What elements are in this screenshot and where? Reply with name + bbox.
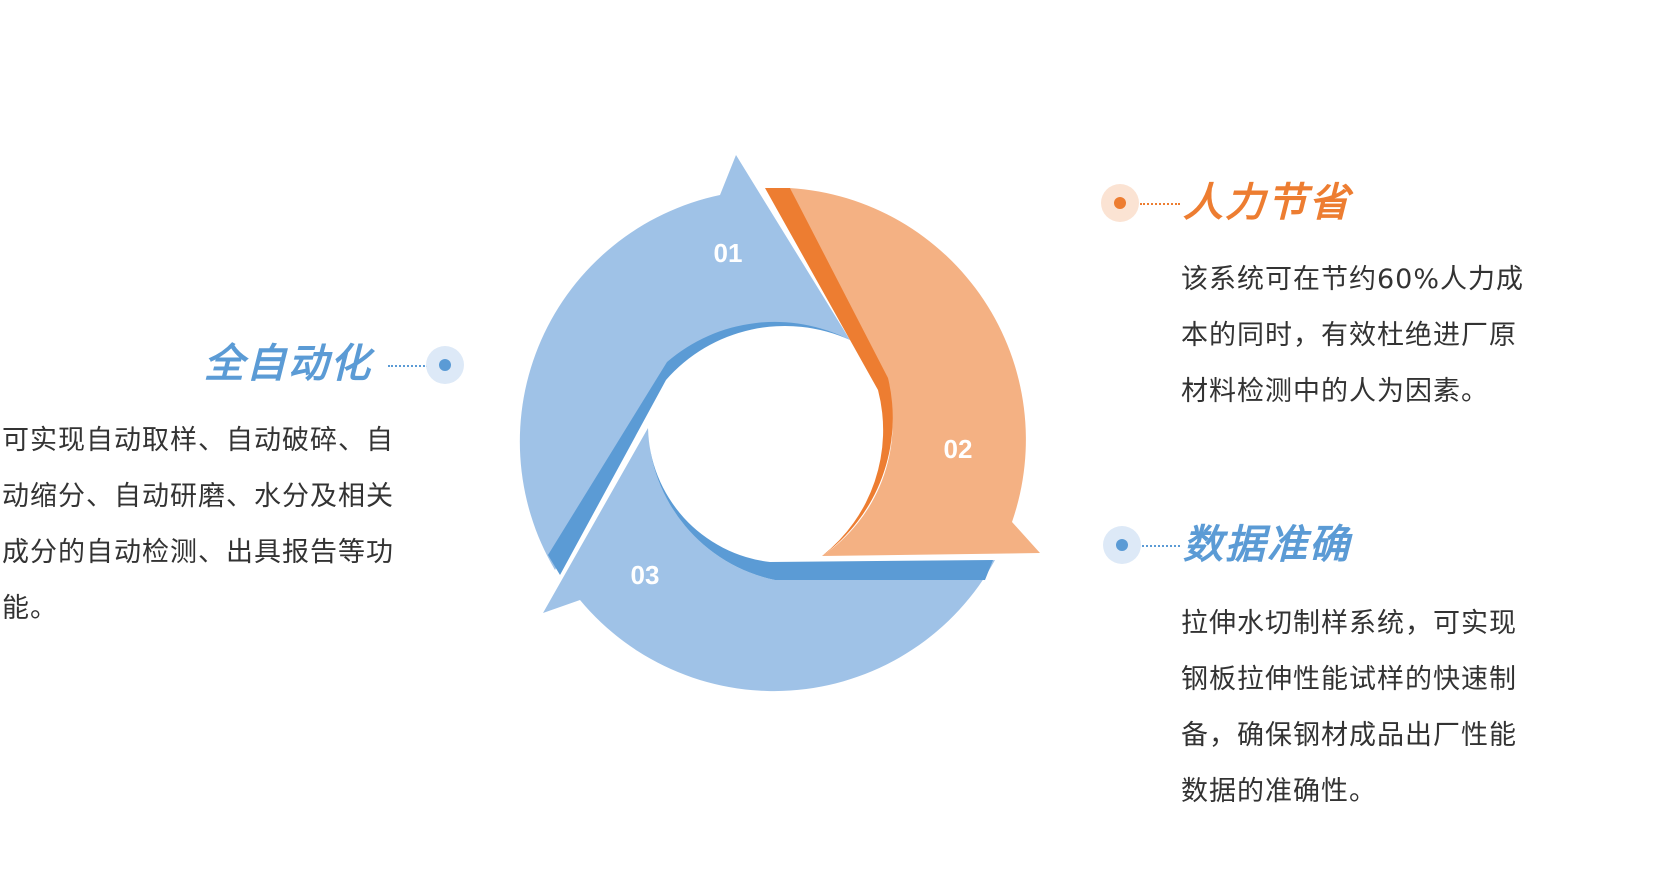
segment-02: 02: [765, 188, 1040, 556]
left-connector: [388, 365, 428, 367]
segment-03-number: 03: [631, 560, 660, 590]
right-top-line: 本的同时，有效杜绝进厂原: [1181, 320, 1517, 351]
right-bottom-dot-icon: [1103, 526, 1141, 564]
right-bottom-connector: [1142, 545, 1180, 547]
right-bottom-line: 钢板拉伸性能试样的快速制: [1181, 664, 1517, 695]
segment-03-band: [543, 428, 995, 692]
right-bottom-line: 拉伸水切制样系统，可实现: [1181, 608, 1517, 639]
left-line: 能。: [2, 593, 58, 624]
right-bottom-description: 拉伸水切制样系统，可实现 钢板拉伸性能试样的快速制 备，确保钢材成品出厂性能 数…: [1181, 596, 1651, 820]
segment-02-number: 02: [944, 434, 973, 464]
left-line: 动缩分、自动研磨、水分及相关: [2, 481, 394, 512]
right-top-dot-icon: [1101, 184, 1139, 222]
right-top-line: 该系统可在节约60%人力成: [1181, 264, 1525, 295]
left-description: 可实现自动取样、自动破碎、自 动缩分、自动研磨、水分及相关 成分的自动检测、出具…: [2, 413, 442, 637]
right-bottom-heading: 数据准确: [1183, 522, 1351, 568]
right-top-heading: 人力节省: [1183, 180, 1351, 226]
segment-01: 01: [519, 155, 850, 575]
right-top-connector: [1140, 203, 1180, 205]
right-bottom-line: 备，确保钢材成品出厂性能: [1181, 720, 1517, 751]
segment-03-inner-edge: [648, 428, 993, 580]
left-heading: 全自动化: [204, 341, 372, 387]
right-bottom-line: 数据的准确性。: [1181, 776, 1377, 807]
left-line: 可实现自动取样、自动破碎、自: [2, 425, 394, 456]
segment-02-band: [790, 188, 1040, 556]
left-line: 成分的自动检测、出具报告等功: [2, 537, 394, 568]
right-top-line: 材料检测中的人为因素。: [1181, 376, 1489, 407]
left-dot-icon: [426, 346, 464, 384]
segment-01-band: [519, 155, 850, 570]
segment-03: 03: [543, 428, 995, 692]
right-top-description: 该系统可在节约60%人力成 本的同时，有效杜绝进厂原 材料检测中的人为因素。: [1181, 252, 1651, 420]
segment-01-number: 01: [714, 238, 743, 268]
